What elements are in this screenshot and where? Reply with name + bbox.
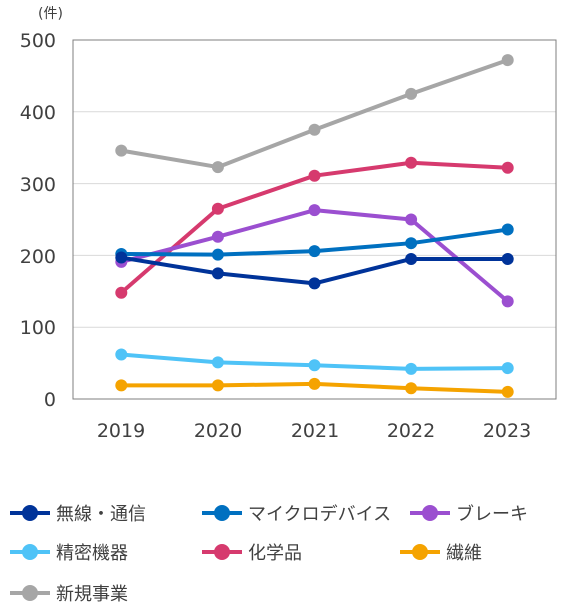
legend-label: 無線・通信 xyxy=(56,504,146,525)
data-point xyxy=(211,356,224,369)
data-point xyxy=(308,245,321,258)
legend-swatch xyxy=(10,503,50,523)
data-point xyxy=(211,230,224,243)
data-point xyxy=(115,379,128,392)
legend-item-brake: ブレーキ xyxy=(410,496,528,530)
y-tick-label: 400 xyxy=(20,102,56,124)
data-point xyxy=(308,277,321,290)
legend-item-chemicals: 化学品 xyxy=(202,535,302,569)
legend-item-fiber: 繊維 xyxy=(400,535,482,569)
data-point xyxy=(308,359,321,372)
data-point xyxy=(308,377,321,390)
x-tick-label: 2020 xyxy=(194,420,242,442)
legend-item-precision: 精密機器 xyxy=(10,535,128,569)
x-tick-label: 2019 xyxy=(97,420,145,442)
data-point xyxy=(308,169,321,182)
data-point xyxy=(211,161,224,174)
series-group xyxy=(115,54,514,398)
legend-label: 化学品 xyxy=(248,543,302,564)
legend-swatch xyxy=(410,503,450,523)
data-point xyxy=(405,237,418,250)
x-tick-label: 2021 xyxy=(291,420,339,442)
y-tick-label: 500 xyxy=(20,30,56,52)
y-tick-label: 0 xyxy=(44,389,56,411)
legend-item-new-business: 新規事業 xyxy=(10,576,128,610)
data-point xyxy=(308,123,321,136)
legend-label: ブレーキ xyxy=(456,504,528,525)
legend-swatch xyxy=(400,542,440,562)
y-tick-label: 200 xyxy=(20,246,56,268)
series-line-4 xyxy=(119,160,508,295)
y-unit-label: (件) xyxy=(38,6,63,22)
data-point xyxy=(501,161,514,174)
data-point xyxy=(211,202,224,215)
gridlines xyxy=(72,39,557,400)
plot-frame xyxy=(72,39,557,400)
legend-item-microdevice: マイクロデバイス xyxy=(202,496,391,530)
legend-swatch xyxy=(10,583,50,603)
legend-swatch xyxy=(10,542,50,562)
data-point xyxy=(501,54,514,67)
legend-label: 繊維 xyxy=(446,543,482,564)
data-point xyxy=(501,362,514,375)
data-point xyxy=(115,286,128,299)
data-point xyxy=(501,252,514,265)
legend-item-wireless: 無線・通信 xyxy=(10,496,146,530)
data-point xyxy=(405,362,418,375)
data-point xyxy=(211,267,224,280)
line-chart: (件) 0 100 200 300 400 500 2019 2020 2021… xyxy=(20,6,557,442)
legend-swatch xyxy=(202,503,242,523)
data-point xyxy=(115,144,128,157)
y-tick-label: 100 xyxy=(20,317,56,339)
data-point xyxy=(501,223,514,236)
series-line-6 xyxy=(120,58,509,170)
legend-label: 新規事業 xyxy=(56,584,128,605)
data-point xyxy=(501,295,514,308)
legend: 無線・通信 マイクロデバイス ブレーキ 精密機器 化学品 繊維 新規事業 xyxy=(0,492,566,616)
data-point xyxy=(211,379,224,392)
y-tick-label: 300 xyxy=(20,174,56,196)
data-point xyxy=(405,252,418,265)
x-tick-label: 2023 xyxy=(483,420,531,442)
data-point xyxy=(501,385,514,398)
data-point xyxy=(308,204,321,217)
data-point xyxy=(405,213,418,226)
legend-label: マイクロデバイス xyxy=(248,504,392,525)
data-point xyxy=(115,251,128,264)
legend-swatch xyxy=(202,542,242,562)
data-point xyxy=(211,248,224,261)
legend-label: 精密機器 xyxy=(56,543,128,564)
data-point xyxy=(405,87,418,100)
x-tick-label: 2022 xyxy=(387,420,435,442)
x-axis: 2019 2020 2021 2022 2023 xyxy=(97,420,531,442)
data-point xyxy=(405,382,418,395)
data-point xyxy=(115,348,128,361)
data-point xyxy=(405,156,418,169)
y-axis: 0 100 200 300 400 500 xyxy=(20,30,56,411)
